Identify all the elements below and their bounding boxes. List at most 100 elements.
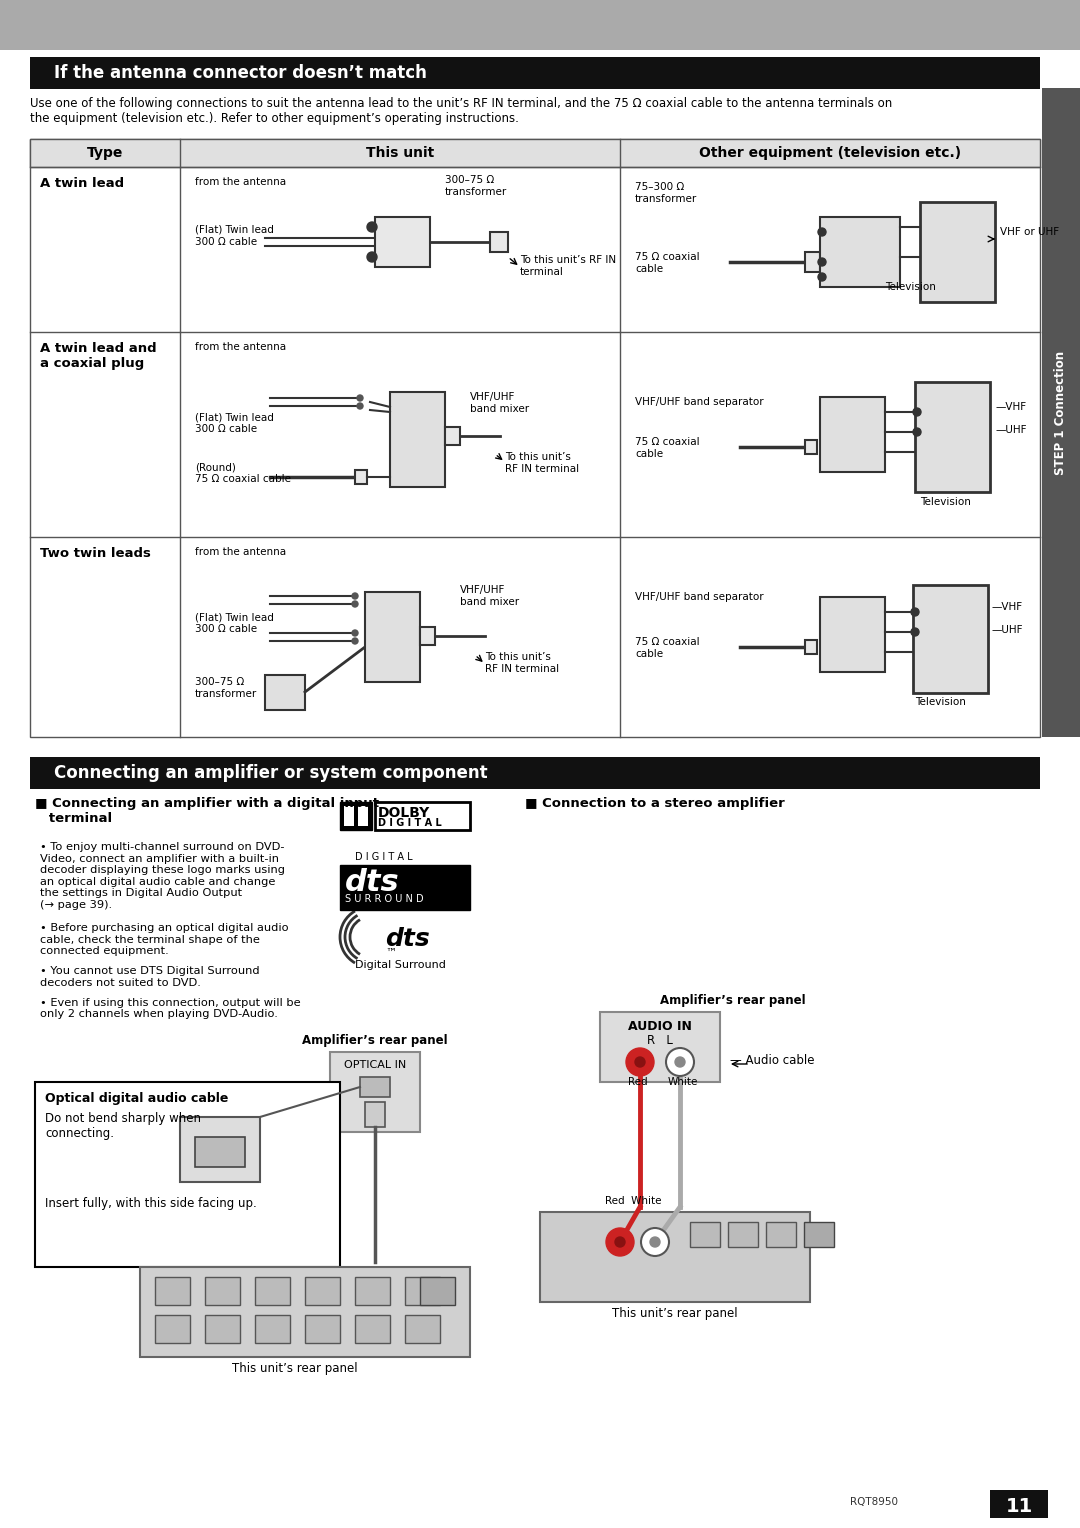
Bar	[195, 1137, 245, 1167]
Text: Digital Surround: Digital Surround	[355, 960, 446, 970]
Text: —VHF: —VHF	[995, 402, 1026, 413]
Bar	[915, 382, 990, 492]
Text: DOLBY: DOLBY	[378, 805, 430, 821]
Text: 75 Ω coaxial
cable: 75 Ω coaxial cable	[635, 637, 700, 659]
Text: Other equipment (television etc.): Other equipment (television etc.)	[699, 147, 961, 160]
Text: RQT8950: RQT8950	[850, 1497, 897, 1507]
Text: This unit’s rear panel: This unit’s rear panel	[232, 1361, 357, 1375]
Bar	[600, 1012, 720, 1082]
Bar	[35, 1082, 340, 1267]
Bar	[420, 1277, 455, 1305]
Text: 75–300 Ω
transformer: 75–300 Ω transformer	[635, 182, 698, 203]
Text: VHF/UHF band separator: VHF/UHF band separator	[635, 591, 764, 602]
Text: Type: Type	[86, 147, 123, 160]
Text: This unit’s rear panel: This unit’s rear panel	[612, 1306, 738, 1320]
Text: Use one of the following connections to suit the antenna lead to the unit’s RF I: Use one of the following connections to …	[30, 96, 892, 125]
Circle shape	[642, 1229, 669, 1256]
Bar	[728, 1222, 758, 1247]
Text: — Audio cable: — Audio cable	[730, 1053, 814, 1067]
Text: (Flat) Twin lead
300 Ω cable: (Flat) Twin lead 300 Ω cable	[195, 225, 274, 246]
Text: 75 Ω coaxial
cable: 75 Ω coaxial cable	[635, 437, 700, 458]
Text: ™: ™	[384, 947, 396, 958]
Bar	[205, 1316, 240, 1343]
Text: White: White	[669, 1077, 699, 1086]
Text: To this unit’s RF IN
terminal: To this unit’s RF IN terminal	[519, 255, 616, 277]
Text: Amplifier’s rear panel: Amplifier’s rear panel	[302, 1034, 448, 1047]
Text: R   L: R L	[647, 1034, 673, 1047]
Bar	[920, 202, 995, 303]
Bar	[820, 217, 900, 287]
Bar	[1042, 89, 1080, 736]
Bar	[490, 232, 508, 252]
Bar	[0, 0, 1080, 50]
Text: VHF/UHF band separator: VHF/UHF band separator	[635, 397, 764, 406]
Text: 75 Ω coaxial
cable: 75 Ω coaxial cable	[635, 252, 700, 274]
Circle shape	[675, 1057, 685, 1067]
Text: • Before purchasing an optical digital audio
cable, check the terminal shape of : • Before purchasing an optical digital a…	[40, 923, 288, 957]
Text: ■ Connection to a stereo amplifier: ■ Connection to a stereo amplifier	[525, 798, 785, 810]
Circle shape	[912, 628, 919, 636]
Bar	[805, 640, 816, 654]
Text: To this unit’s
RF IN terminal: To this unit’s RF IN terminal	[505, 452, 579, 474]
Circle shape	[818, 274, 826, 281]
Bar	[255, 1316, 291, 1343]
Text: If the antenna connector doesn’t match: If the antenna connector doesn’t match	[54, 64, 427, 83]
Bar	[805, 440, 816, 454]
Circle shape	[352, 601, 357, 607]
Bar	[180, 1117, 260, 1183]
Bar	[156, 1316, 190, 1343]
Circle shape	[367, 252, 377, 261]
Bar	[820, 597, 885, 672]
Text: dts: dts	[384, 927, 430, 950]
Text: To this unit’s
RF IN terminal: To this unit’s RF IN terminal	[485, 652, 559, 674]
Circle shape	[615, 1238, 625, 1247]
Bar	[340, 802, 372, 830]
Text: Insert fully, with this side facing up.: Insert fully, with this side facing up.	[45, 1196, 257, 1210]
Circle shape	[635, 1057, 645, 1067]
Text: Do not bend sharply when
connecting.: Do not bend sharply when connecting.	[45, 1112, 201, 1140]
Bar	[420, 626, 435, 645]
Text: —VHF: —VHF	[993, 602, 1023, 613]
Text: Television: Television	[915, 697, 966, 707]
Text: ■ Connecting an amplifier with a digital input
   terminal: ■ Connecting an amplifier with a digital…	[35, 798, 379, 825]
Bar	[30, 139, 1040, 736]
Text: VHF or UHF: VHF or UHF	[1000, 228, 1059, 237]
Text: Television: Television	[920, 497, 971, 507]
Circle shape	[650, 1238, 660, 1247]
Circle shape	[352, 639, 357, 643]
Text: • To enjoy multi-channel surround on DVD-
Video, connect an amplifier with a bui: • To enjoy multi-channel surround on DVD…	[40, 842, 285, 911]
Bar	[690, 1222, 720, 1247]
Text: VHF/UHF
band mixer: VHF/UHF band mixer	[470, 393, 529, 414]
Text: Two twin leads: Two twin leads	[40, 547, 151, 559]
Bar	[355, 1277, 390, 1305]
Bar	[255, 1277, 291, 1305]
Bar	[330, 1051, 420, 1132]
Text: Connecting an amplifier or system component: Connecting an amplifier or system compon…	[54, 764, 488, 782]
Bar	[540, 1212, 810, 1302]
Text: Red: Red	[627, 1077, 648, 1086]
Circle shape	[913, 408, 921, 416]
Circle shape	[666, 1048, 694, 1076]
Bar	[820, 397, 885, 472]
Bar	[305, 1277, 340, 1305]
Text: Television: Television	[885, 283, 936, 292]
Text: from the antenna: from the antenna	[195, 177, 286, 186]
Bar	[357, 805, 368, 827]
Bar	[365, 1102, 384, 1128]
Text: S U R R O U N D: S U R R O U N D	[345, 894, 423, 905]
Text: (Round)
75 Ω coaxial cable: (Round) 75 Ω coaxial cable	[195, 461, 291, 483]
Text: This unit: This unit	[366, 147, 434, 160]
Text: • You cannot use DTS Digital Surround
decoders not suited to DVD.: • You cannot use DTS Digital Surround de…	[40, 967, 259, 989]
Text: STEP 1 Connection: STEP 1 Connection	[1054, 350, 1067, 475]
Text: (Flat) Twin lead
300 Ω cable: (Flat) Twin lead 300 Ω cable	[195, 613, 274, 634]
Text: Amplifier’s rear panel: Amplifier’s rear panel	[660, 995, 806, 1007]
Circle shape	[357, 403, 363, 410]
Bar	[390, 393, 445, 487]
Text: (Flat) Twin lead
300 Ω cable: (Flat) Twin lead 300 Ω cable	[195, 413, 274, 434]
Bar	[365, 591, 420, 681]
Bar	[913, 585, 988, 694]
Text: A twin lead and
a coaxial plug: A twin lead and a coaxial plug	[40, 342, 157, 370]
Text: 11: 11	[1005, 1497, 1032, 1516]
Circle shape	[913, 428, 921, 435]
Text: Red  White: Red White	[605, 1196, 661, 1206]
